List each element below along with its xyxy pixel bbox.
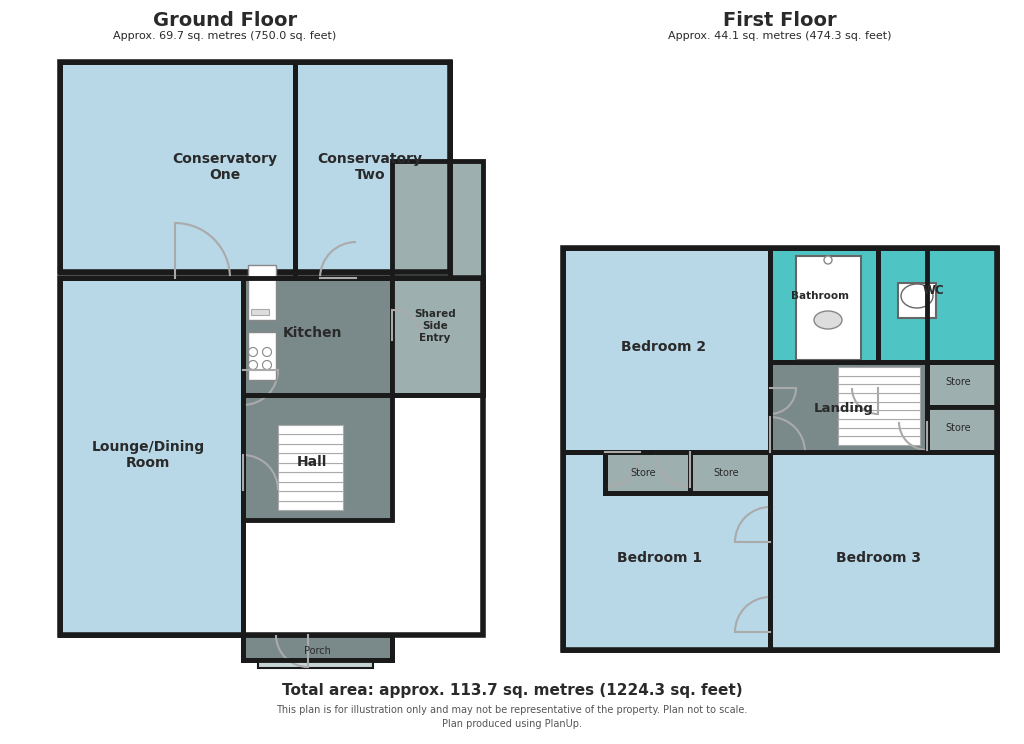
Text: Store: Store	[630, 468, 655, 478]
Bar	[838, 436, 920, 445]
Text: First Floor: First Floor	[723, 10, 837, 30]
Text: Landing: Landing	[814, 402, 873, 414]
Bar	[278, 472, 343, 481]
Text: Kitchen: Kitchen	[283, 326, 342, 340]
Bar	[60, 278, 243, 635]
Bar	[878, 248, 997, 362]
Bar	[838, 402, 920, 411]
Circle shape	[824, 256, 831, 264]
Bar	[278, 463, 343, 472]
Text: Conservatory
One: Conservatory One	[172, 152, 278, 182]
Ellipse shape	[814, 311, 842, 329]
Bar	[60, 62, 295, 272]
Bar	[243, 278, 392, 395]
Text: Plan produced using PlanUp.: Plan produced using PlanUp.	[442, 719, 582, 729]
Text: Ground Floor: Ground Floor	[153, 10, 297, 30]
Bar	[838, 393, 920, 402]
Circle shape	[262, 361, 271, 370]
Text: This plan is for illustration only and may not be representative of the property: This plan is for illustration only and m…	[276, 705, 748, 715]
Text: Bedroom 2: Bedroom 2	[622, 340, 707, 354]
Bar	[278, 444, 343, 453]
Text: Lounge/Dining
Room: Lounge/Dining Room	[91, 440, 205, 470]
Bar	[248, 332, 276, 380]
Bar	[392, 278, 483, 395]
Text: Hall: Hall	[297, 455, 328, 469]
Text: Total area: approx. 113.7 sq. metres (1224.3 sq. feet): Total area: approx. 113.7 sq. metres (12…	[282, 682, 742, 698]
Bar	[251, 309, 269, 315]
Text: Store: Store	[945, 377, 971, 387]
Bar	[278, 434, 343, 444]
Text: Bathroom: Bathroom	[791, 291, 849, 301]
Bar	[770, 362, 927, 452]
Bar	[838, 428, 920, 436]
Bar	[243, 635, 392, 660]
Circle shape	[249, 361, 257, 370]
Text: WC: WC	[923, 283, 945, 297]
Text: Store: Store	[713, 468, 738, 478]
Bar	[927, 362, 997, 407]
Bar	[392, 161, 483, 278]
Text: Approx. 44.1 sq. metres (474.3 sq. feet): Approx. 44.1 sq. metres (474.3 sq. feet)	[669, 31, 892, 41]
Bar	[838, 367, 920, 376]
Text: Conservatory
Two: Conservatory Two	[317, 152, 423, 182]
Bar	[248, 265, 276, 320]
Bar	[295, 62, 450, 272]
Text: Porch: Porch	[303, 646, 331, 656]
Bar	[838, 385, 920, 393]
Text: Bedroom 1: Bedroom 1	[617, 551, 702, 565]
Text: Bedroom 3: Bedroom 3	[836, 551, 921, 565]
Bar	[278, 453, 343, 463]
Bar	[796, 256, 861, 360]
Bar	[770, 452, 997, 650]
Bar	[838, 419, 920, 428]
Bar	[60, 62, 450, 272]
Bar	[563, 452, 770, 650]
Circle shape	[262, 347, 271, 356]
Bar	[278, 425, 343, 434]
Bar	[278, 501, 343, 510]
Bar	[243, 395, 392, 520]
Ellipse shape	[901, 284, 933, 308]
Bar	[278, 491, 343, 501]
Bar	[838, 411, 920, 419]
Bar	[563, 248, 997, 650]
Bar	[838, 376, 920, 385]
Bar	[563, 248, 770, 452]
Bar	[770, 248, 878, 362]
Circle shape	[249, 347, 257, 356]
Bar	[927, 407, 997, 452]
Text: Approx. 69.7 sq. metres (750.0 sq. feet): Approx. 69.7 sq. metres (750.0 sq. feet)	[114, 31, 337, 41]
Text: Shared
Side
Entry: Shared Side Entry	[414, 310, 456, 342]
Bar	[258, 660, 373, 668]
Bar	[605, 452, 690, 493]
Bar	[60, 278, 483, 635]
Bar	[278, 481, 343, 491]
Text: Store: Store	[945, 423, 971, 433]
Bar	[898, 283, 936, 318]
Bar	[690, 452, 770, 493]
